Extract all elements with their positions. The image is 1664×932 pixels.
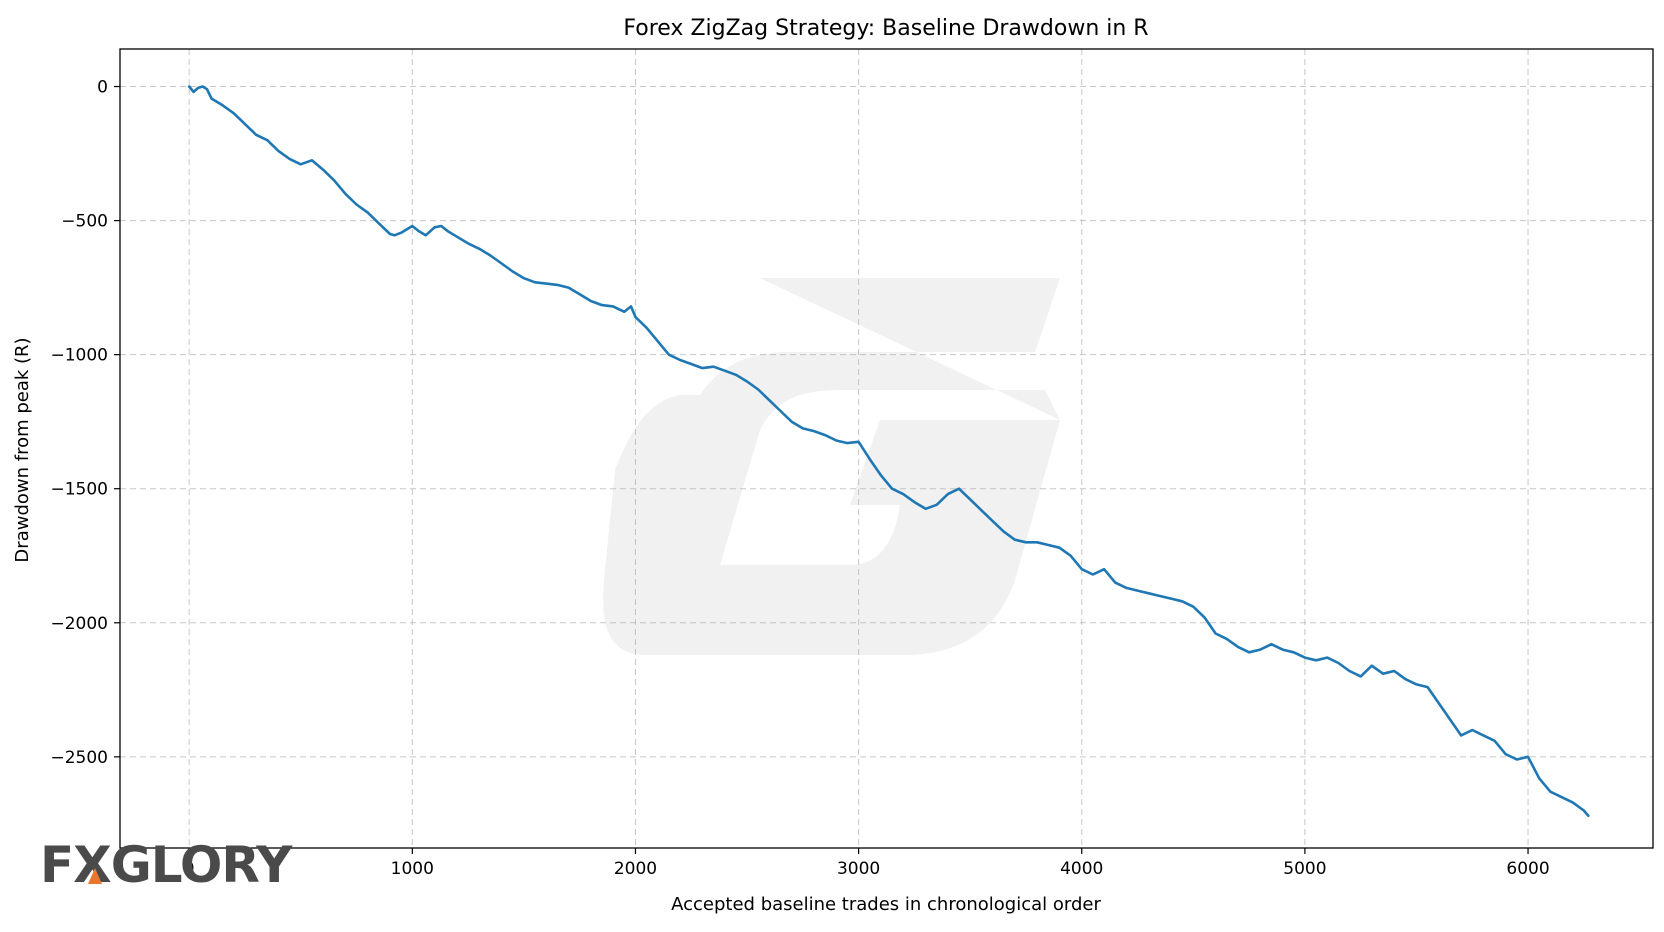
series-line xyxy=(187,85,1590,818)
y-tick-label: −2000 xyxy=(50,614,108,634)
y-tick-label: 0 xyxy=(97,78,108,98)
x-tick-label: 1000 xyxy=(391,859,434,879)
x-axis-label: Accepted baseline trades in chronologica… xyxy=(671,894,1101,915)
y-tick-label: −500 xyxy=(61,212,108,232)
chart-title: Forex ZigZag Strategy: Baseline Drawdown… xyxy=(623,16,1148,41)
y-axis: 0 −500 −1000 −1500 −2000 −2500 xyxy=(50,78,120,768)
y-tick-label: −2500 xyxy=(50,748,108,768)
x-tick-label: 3000 xyxy=(837,859,880,879)
y-axis-label: Drawdown from peak (R) xyxy=(12,337,33,562)
series-layer xyxy=(187,85,1590,818)
x-axis: 0 1000 2000 3000 4000 5000 6000 xyxy=(184,848,1550,879)
brand-logo-accent-icon xyxy=(88,868,102,884)
y-tick-label: −1500 xyxy=(50,480,108,500)
x-tick-label: 0 xyxy=(184,859,195,879)
plot-frame xyxy=(119,48,1654,849)
brand-logo-text: FXGLORY xyxy=(40,836,293,894)
x-tick-label: 4000 xyxy=(1060,859,1103,879)
watermark-mark xyxy=(603,278,1060,655)
brand-logo: FXGLORY xyxy=(40,836,294,894)
x-tick-label: 6000 xyxy=(1506,859,1549,879)
y-tick-label: −1000 xyxy=(50,346,108,366)
x-tick-label: 2000 xyxy=(614,859,657,879)
watermark-shape xyxy=(603,278,1060,655)
x-tick-label: 5000 xyxy=(1283,859,1326,879)
